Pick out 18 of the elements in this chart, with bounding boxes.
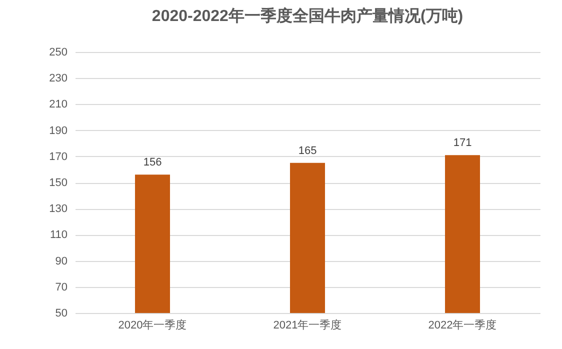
y-tick-label: 50 — [55, 308, 68, 320]
y-tick-label: 90 — [55, 255, 68, 268]
y-tick-label: 110 — [50, 229, 68, 242]
data-label: 165 — [298, 144, 317, 157]
y-tick-label: 250 — [49, 46, 68, 58]
x-tick-label: 2021年一季度 — [273, 318, 342, 332]
data-label: 156 — [143, 156, 162, 169]
y-tick-label: 70 — [55, 281, 68, 294]
y-tick-label: 130 — [49, 203, 68, 216]
y-tick-label: 230 — [49, 72, 68, 85]
y-tick-label: 170 — [49, 150, 68, 163]
y-tick-label: 150 — [49, 177, 68, 189]
y-tick-label: 190 — [49, 124, 68, 137]
y-tick-label: 210 — [49, 98, 68, 111]
x-tick-label: 2022年一季度 — [428, 318, 497, 332]
x-tick-label: 2020年一季度 — [118, 318, 187, 332]
data-label: 171 — [453, 137, 472, 150]
chart-title: 2020-2022年一季度全国牛肉产量情况(万吨) — [152, 6, 464, 25]
